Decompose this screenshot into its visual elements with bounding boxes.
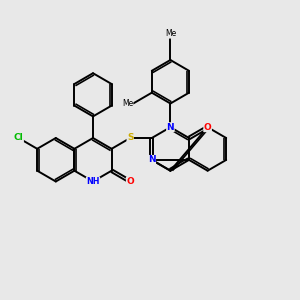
Text: N: N bbox=[148, 155, 156, 164]
Text: O: O bbox=[126, 177, 134, 186]
Text: Me: Me bbox=[165, 29, 176, 38]
Text: Cl: Cl bbox=[14, 134, 23, 142]
Text: S: S bbox=[127, 134, 134, 142]
Text: NH: NH bbox=[86, 177, 100, 186]
Text: O: O bbox=[204, 123, 212, 132]
Text: N: N bbox=[167, 123, 174, 132]
Text: Me: Me bbox=[122, 99, 133, 108]
